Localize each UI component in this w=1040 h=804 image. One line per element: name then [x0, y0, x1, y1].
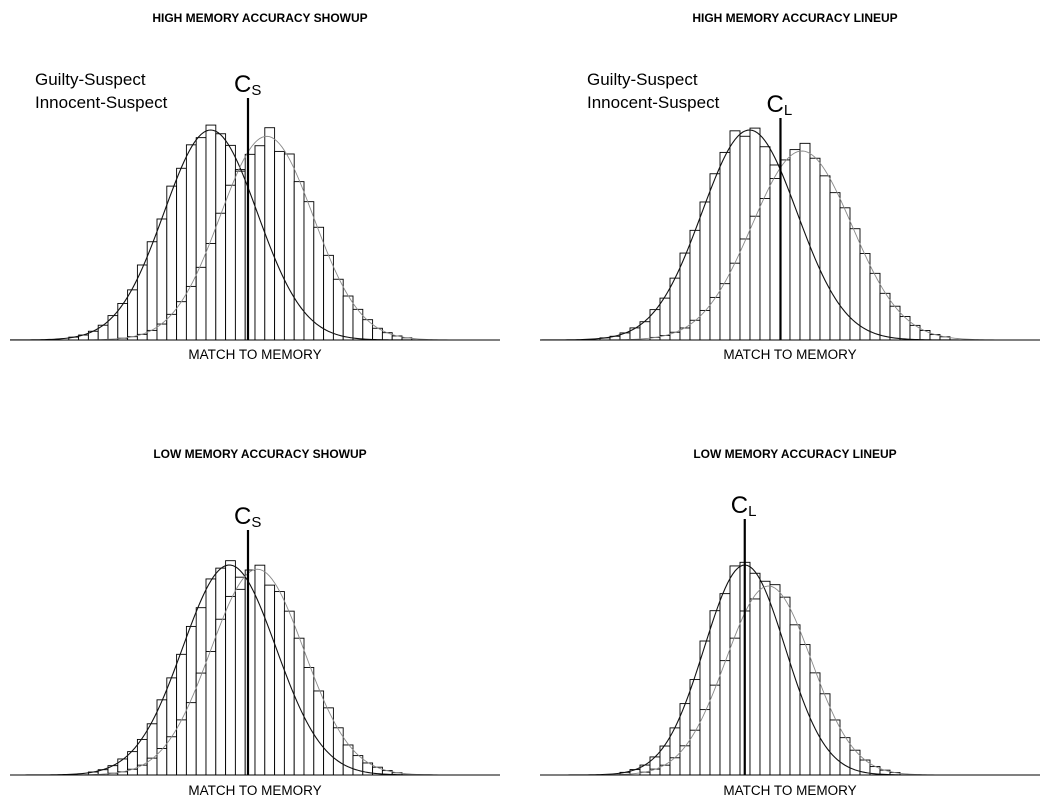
- criterion-subscript: L: [748, 503, 756, 520]
- panel-title: HIGH MEMORY ACCURACY LINEUP: [692, 11, 897, 25]
- histogram-bar: [185, 702, 197, 776]
- histogram-bar: [799, 644, 811, 776]
- histogram-bar: [789, 149, 801, 341]
- histogram-bar: [323, 254, 334, 341]
- histogram-bar: [769, 584, 781, 776]
- histogram-bar: [274, 150, 285, 341]
- histogram-bar: [729, 262, 741, 341]
- histogram-bar: [839, 737, 851, 776]
- histogram-bar: [749, 598, 761, 776]
- histogram-bar: [362, 319, 374, 341]
- histogram-bar: [254, 145, 266, 341]
- histogram-bar: [264, 127, 276, 341]
- legend-entry: Innocent-Suspect: [587, 93, 720, 112]
- histogram-bar: [659, 297, 671, 341]
- histogram-bar: [293, 181, 305, 341]
- histogram-bar: [156, 218, 168, 341]
- histogram-bar: [205, 243, 217, 341]
- histogram-bar: [225, 595, 236, 776]
- histogram-bar: [195, 672, 207, 776]
- histogram-bar: [719, 283, 731, 341]
- histogram-bar: [156, 748, 168, 776]
- histogram-bar: [244, 569, 256, 776]
- histogram-bar: [176, 719, 187, 776]
- panel-title: LOW MEMORY ACCURACY SHOWUP: [153, 447, 366, 461]
- histogram-bar: [759, 198, 771, 341]
- criterion-subscript: S: [251, 82, 261, 99]
- legend-entry: Guilty-Suspect: [35, 70, 146, 89]
- histogram-bar: [264, 584, 276, 776]
- histogram-bar: [729, 637, 741, 776]
- panel-bottom-left: LOW MEMORY ACCURACY SHOWUP MATCH TO MEMOR…: [10, 447, 500, 798]
- histogram-bar: [819, 175, 831, 341]
- criterion-label: CS: [234, 71, 261, 99]
- panel-top-left: HIGH MEMORY ACCURACY SHOWUP MATCH TO MEMO…: [9, 11, 500, 362]
- histogram-bar: [234, 588, 246, 776]
- histogram-bar: [176, 301, 187, 341]
- x-axis-label: MATCH TO MEMORY: [723, 783, 856, 798]
- histogram-bar: [225, 184, 236, 341]
- histogram-bar: [769, 178, 781, 341]
- histogram-bar: [303, 201, 315, 341]
- histogram-bar: [342, 744, 354, 776]
- histogram-bar: [869, 272, 881, 341]
- histogram-bar: [146, 241, 158, 341]
- histogram-bar: [352, 755, 364, 776]
- histogram-bar: [839, 207, 851, 341]
- histogram-bar: [195, 266, 207, 341]
- legend-entry: Guilty-Suspect: [587, 70, 698, 89]
- histogram-series-2: [117, 127, 413, 341]
- histogram-series-2: [649, 142, 951, 341]
- panel-top-right: HIGH MEMORY ACCURACY LINEUP MATCH TO MEMO…: [539, 11, 1040, 362]
- histogram-bar: [709, 684, 721, 776]
- histogram-bar: [283, 610, 295, 776]
- criterion-subscript: L: [784, 102, 792, 119]
- histogram-bar: [283, 153, 295, 341]
- histogram-bar: [303, 667, 315, 776]
- histogram-bar: [185, 285, 197, 341]
- panel-bottom-right: LOW MEMORY ACCURACY LINEUP MATCH TO MEMOR…: [540, 447, 1040, 798]
- panel-title: LOW MEMORY ACCURACY LINEUP: [693, 447, 896, 461]
- histogram-bar: [244, 153, 256, 341]
- criterion-label: CS: [234, 503, 261, 531]
- x-axis-label: MATCH TO MEMORY: [188, 783, 321, 798]
- histogram-bar: [819, 693, 831, 776]
- histogram-bar: [215, 212, 227, 341]
- histogram-bar: [829, 192, 841, 341]
- histogram-bar: [749, 215, 761, 341]
- histogram-bar: [739, 238, 751, 341]
- x-axis-label: MATCH TO MEMORY: [188, 347, 321, 362]
- histogram-bar: [809, 672, 821, 776]
- histogram-bar: [313, 690, 325, 776]
- histogram-bar: [679, 745, 691, 776]
- criterion-label: CL: [731, 492, 757, 520]
- panel-title: HIGH MEMORY ACCURACY SHOWUP: [152, 11, 367, 25]
- histogram-bar: [205, 651, 217, 776]
- criterion-label: CL: [766, 91, 792, 119]
- histogram-bar: [215, 618, 227, 776]
- histogram-bar: [127, 289, 138, 341]
- histogram-bar: [879, 292, 891, 341]
- histogram-bar: [719, 660, 731, 776]
- histogram-bar: [829, 719, 841, 776]
- x-axis-label: MATCH TO MEMORY: [723, 347, 856, 362]
- histogram-bar: [789, 624, 801, 776]
- histogram-bar: [342, 295, 354, 341]
- histogram-bar: [146, 757, 158, 776]
- histogram-bar: [779, 596, 791, 776]
- criterion-subscript: S: [251, 514, 261, 531]
- histogram-bar: [234, 170, 246, 341]
- legend-entry: Innocent-Suspect: [35, 93, 168, 112]
- histogram-bar: [849, 228, 861, 341]
- histogram-bar: [679, 252, 691, 341]
- histogram-bar: [332, 278, 344, 341]
- histogram-bar: [759, 580, 771, 776]
- histogram-bar: [166, 736, 178, 776]
- histogram-bar: [274, 591, 285, 776]
